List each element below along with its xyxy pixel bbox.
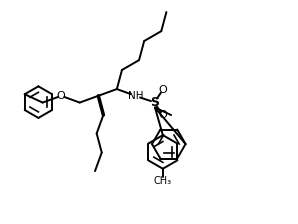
Text: O: O <box>57 91 66 101</box>
Text: O: O <box>159 85 167 95</box>
Text: CH₃: CH₃ <box>154 176 172 186</box>
Text: S: S <box>150 96 159 109</box>
Text: NH: NH <box>128 91 143 101</box>
Text: O: O <box>159 110 167 121</box>
